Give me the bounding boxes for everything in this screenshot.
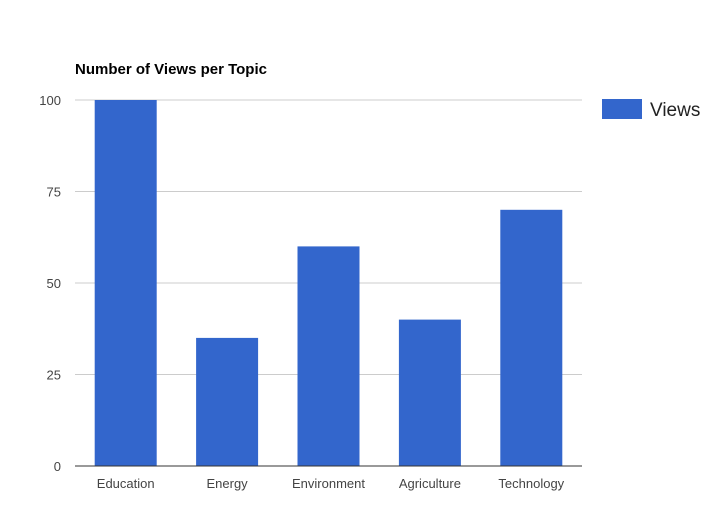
bar-energy[interactable]: [196, 337, 259, 466]
y-tick-label: 25: [47, 368, 61, 383]
y-tick-label: 75: [47, 185, 61, 200]
legend-label-views: Views: [650, 100, 700, 121]
bars: [94, 100, 563, 467]
x-tick-label: Agriculture: [399, 476, 461, 491]
x-tick-label: Education: [97, 476, 155, 491]
x-tick-label: Energy: [206, 476, 248, 491]
bar-technology[interactable]: [500, 209, 563, 467]
bar-agriculture[interactable]: [398, 319, 461, 466]
chart-title: Number of Views per Topic: [75, 61, 267, 78]
x-tick-label: Environment: [292, 476, 365, 491]
bar-education[interactable]: [94, 100, 157, 466]
x-axis-ticks: Education Energy Environment Agriculture Tec…: [97, 476, 565, 491]
y-tick-label: 0: [54, 459, 61, 474]
legend-swatch-views: [602, 99, 642, 119]
x-tick-label: Technology: [498, 476, 564, 491]
y-tick-label: 50: [47, 276, 61, 291]
y-tick-label: 100: [39, 93, 61, 108]
y-axis-ticks: 0 25 50 75 100: [39, 93, 61, 474]
legend[interactable]: Views: [602, 99, 700, 121]
bar-environment[interactable]: [297, 246, 360, 466]
